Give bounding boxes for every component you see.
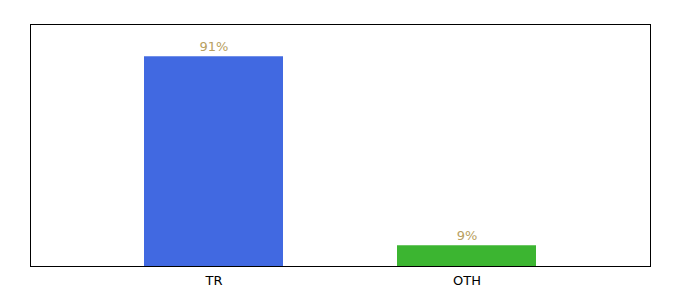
- svg-text:TR: TR: [205, 273, 223, 288]
- svg-text:OTH: OTH: [453, 273, 481, 288]
- svg-text:91%: 91%: [200, 39, 229, 54]
- svg-text:9%: 9%: [457, 228, 478, 243]
